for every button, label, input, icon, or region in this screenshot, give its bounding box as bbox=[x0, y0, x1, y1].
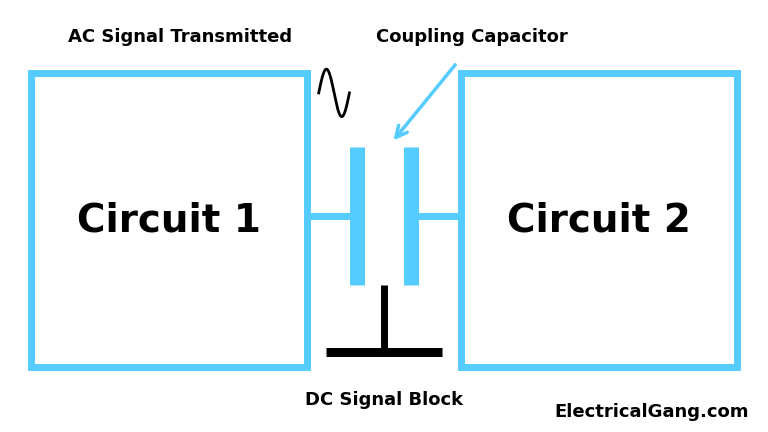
Text: Coupling Capacitor: Coupling Capacitor bbox=[376, 28, 568, 46]
Text: DC Signal Block: DC Signal Block bbox=[305, 391, 463, 409]
Text: Circuit 2: Circuit 2 bbox=[507, 201, 691, 239]
Bar bbox=[31, 73, 307, 367]
Text: AC Signal Transmitted: AC Signal Transmitted bbox=[68, 28, 293, 46]
Text: ElectricalGang.com: ElectricalGang.com bbox=[554, 403, 749, 421]
Text: Circuit 1: Circuit 1 bbox=[77, 201, 261, 239]
Bar bbox=[461, 73, 737, 367]
